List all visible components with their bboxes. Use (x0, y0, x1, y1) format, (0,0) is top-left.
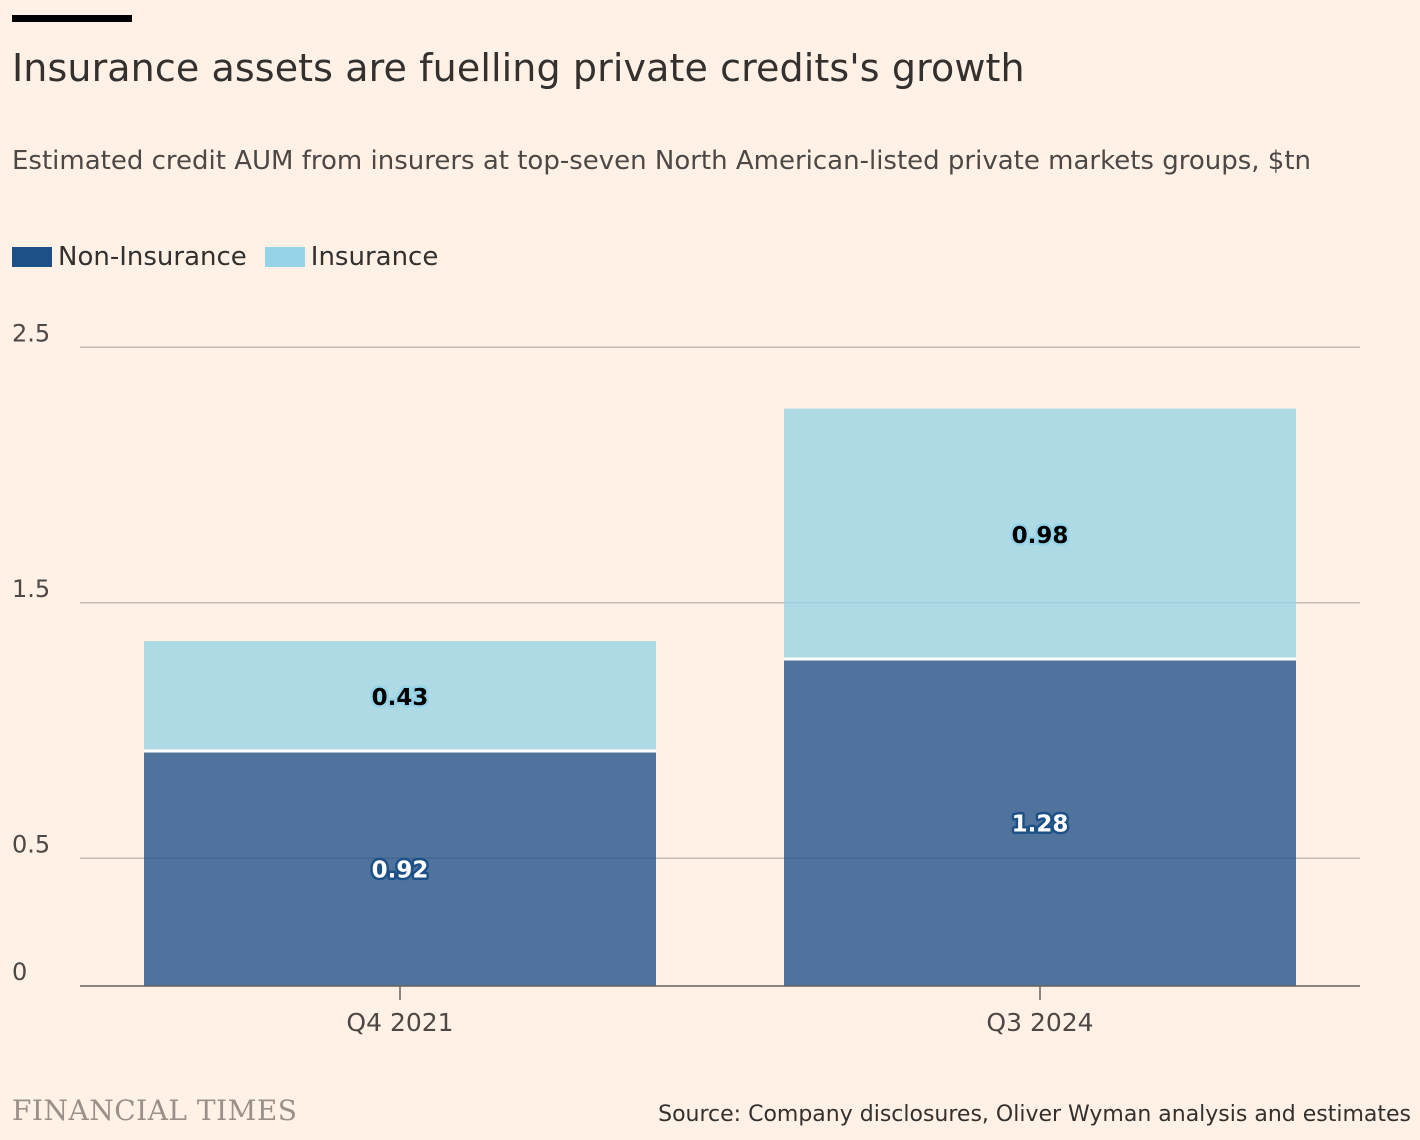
y-tick-label: 1.5 (12, 575, 50, 603)
x-tick-label: Q3 2024 (986, 1008, 1093, 1037)
bar-insurance-0 (144, 641, 656, 751)
bar-insurance-1 (784, 408, 1296, 659)
data-label: 0.43 (372, 685, 429, 711)
x-tick-label: Q4 2021 (346, 1008, 453, 1037)
y-tick-label: 0 (12, 958, 27, 986)
bar-non-insurance-1 (784, 658, 1296, 986)
data-label: 0.98 (1012, 523, 1069, 549)
legend-swatch-insurance (264, 247, 305, 267)
data-label: 1.28 (1012, 811, 1069, 837)
legend-label-non-insurance: Non-Insurance (58, 242, 247, 272)
data-label: 0.92 (372, 857, 429, 883)
ft-logo: FINANCIAL TIMES (12, 1094, 298, 1127)
legend-swatch-non-insurance (12, 247, 52, 267)
legend: Non-Insurance Insurance (12, 242, 456, 272)
bar-non-insurance-0 (144, 750, 656, 986)
y-tick-label: 0.5 (12, 830, 50, 858)
legend-label-insurance: Insurance (310, 242, 439, 272)
legend-item-insurance: Insurance (264, 242, 439, 272)
legend-item-non-insurance: Non-Insurance (12, 242, 247, 272)
chart-subtitle: Estimated credit AUM from insurers at to… (12, 146, 1311, 176)
y-tick-label: 2.5 (12, 319, 50, 347)
chart-title: Insurance assets are fuelling private cr… (12, 46, 1025, 90)
source-note: Source: Company disclosures, Oliver Wyma… (658, 1102, 1411, 1127)
top-rule (12, 15, 132, 22)
